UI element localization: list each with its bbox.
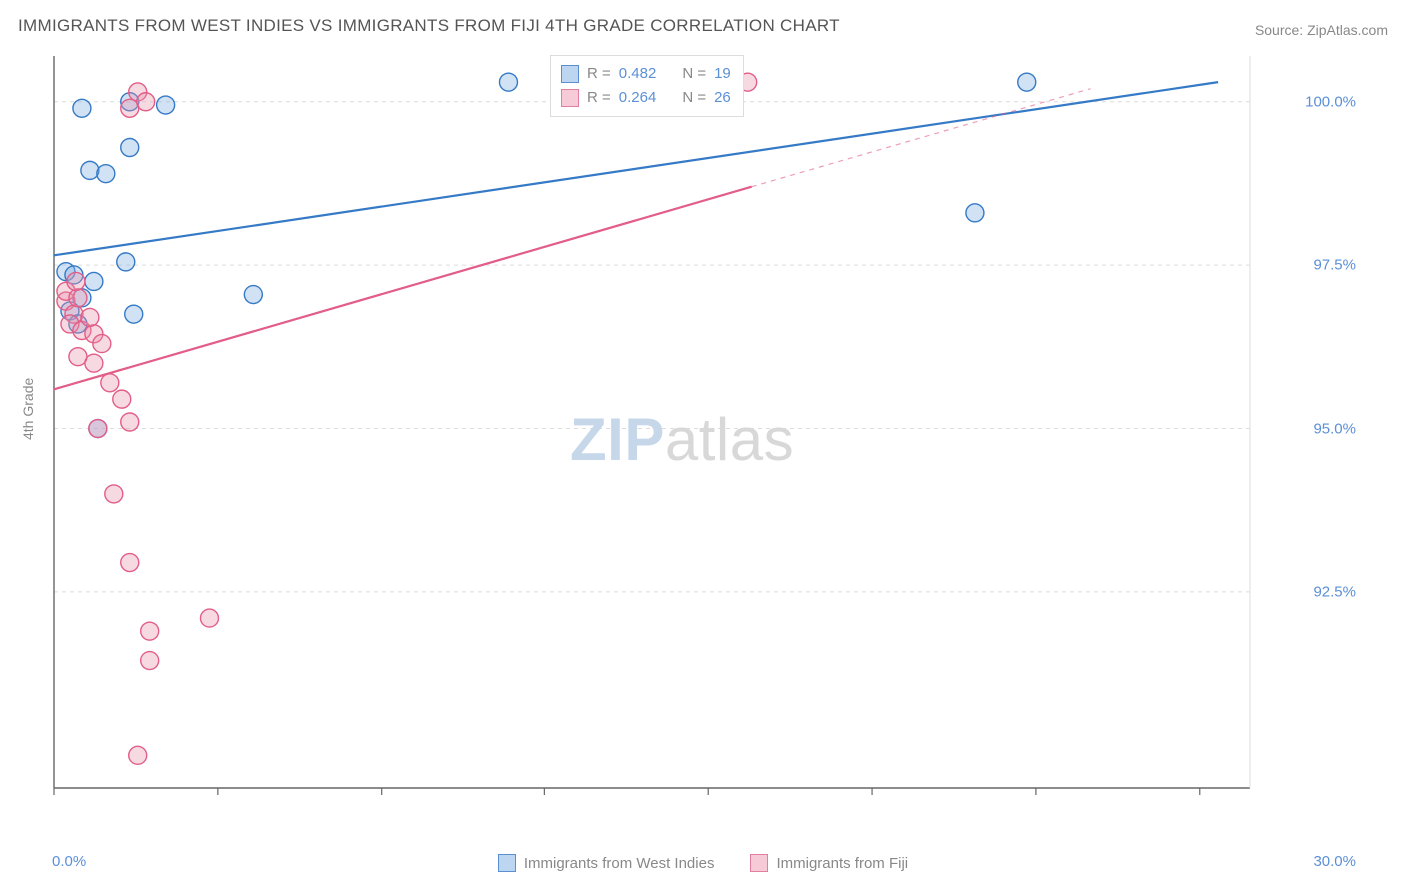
- correlation-legend: R = 0.482 N = 19 R = 0.264 N = 26: [550, 55, 744, 117]
- y-axis-title: 4th Grade: [20, 378, 36, 440]
- y-tick-label: 92.5%: [1313, 583, 1356, 600]
- legend-r-label: R =: [587, 62, 611, 86]
- swatch-west-indies: [498, 854, 516, 872]
- plot-container: [50, 48, 1310, 818]
- legend-row-west-indies: R = 0.482 N = 19: [561, 62, 731, 86]
- legend-label-fj: Immigrants from Fiji: [776, 855, 908, 872]
- scatter-chart: [50, 48, 1310, 818]
- legend-label-wi: Immigrants from West Indies: [524, 855, 715, 872]
- legend-r-label: R =: [587, 86, 611, 110]
- legend-n-label: N =: [682, 86, 706, 110]
- legend-n-value-wi: 19: [714, 62, 731, 86]
- y-tick-label: 97.5%: [1313, 257, 1356, 274]
- legend-n-value-fj: 26: [714, 86, 731, 110]
- swatch-west-indies: [561, 65, 579, 83]
- legend-r-value-wi: 0.482: [619, 62, 657, 86]
- bottom-legend: Immigrants from West Indies Immigrants f…: [0, 854, 1406, 872]
- y-tick-label: 95.0%: [1313, 420, 1356, 437]
- y-tick-label: 100.0%: [1305, 93, 1356, 110]
- legend-r-value-fj: 0.264: [619, 86, 657, 110]
- legend-item-fiji: Immigrants from Fiji: [750, 854, 908, 872]
- swatch-fiji: [750, 854, 768, 872]
- chart-title: IMMIGRANTS FROM WEST INDIES VS IMMIGRANT…: [18, 16, 840, 36]
- swatch-fiji: [561, 89, 579, 107]
- legend-item-west-indies: Immigrants from West Indies: [498, 854, 715, 872]
- source-attribution: Source: ZipAtlas.com: [1255, 22, 1388, 38]
- legend-n-label: N =: [682, 62, 706, 86]
- legend-row-fiji: R = 0.264 N = 26: [561, 86, 731, 110]
